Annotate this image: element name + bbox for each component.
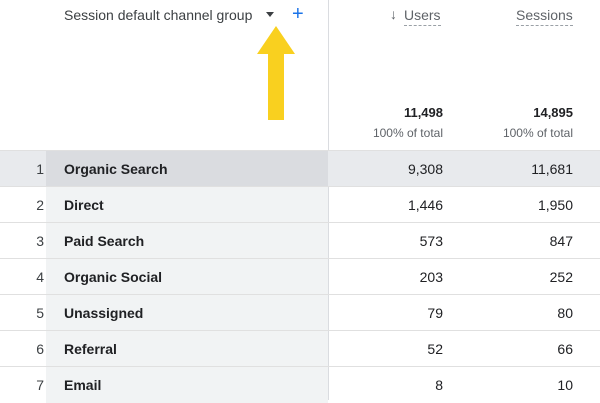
- dimension-cell: [46, 295, 328, 331]
- column-divider: [328, 0, 329, 400]
- users-value: 573: [419, 233, 443, 249]
- row-rank: 4: [36, 269, 44, 285]
- table-row[interactable]: 3 Paid Search 573 847: [0, 222, 600, 259]
- users-value: 203: [419, 269, 443, 285]
- users-total-pct: 100% of total: [372, 126, 443, 140]
- sessions-column-header[interactable]: Sessions: [516, 7, 573, 26]
- sessions-value: 1,950: [537, 197, 573, 213]
- users-value: 79: [427, 305, 443, 321]
- add-dimension-icon[interactable]: +: [292, 3, 304, 25]
- sessions-total-pct: 100% of total: [502, 126, 573, 140]
- row-rank: 1: [36, 161, 44, 177]
- row-rank: 7: [36, 377, 44, 393]
- row-rank: 6: [36, 341, 44, 357]
- row-rank: 5: [36, 305, 44, 321]
- row-rank: 2: [36, 197, 44, 213]
- table-header: Session default channel group + ↓ Users …: [0, 0, 600, 150]
- row-rank: 3: [36, 233, 44, 249]
- sessions-value: 11,681: [531, 161, 573, 177]
- users-value: 9,308: [407, 161, 443, 177]
- channel-label[interactable]: Unassigned: [64, 305, 144, 321]
- table-row[interactable]: 7 Email 8 10: [0, 366, 600, 403]
- sessions-value: 252: [549, 269, 573, 285]
- channel-label[interactable]: Paid Search: [64, 233, 145, 249]
- sort-down-icon: ↓: [390, 6, 397, 22]
- sessions-value: 80: [557, 305, 573, 321]
- dimension-header[interactable]: Session default channel group: [64, 7, 253, 23]
- sessions-value: 10: [557, 377, 573, 393]
- dimension-cell: [46, 187, 328, 223]
- yellow-arrow-icon: [257, 26, 295, 120]
- table-row[interactable]: 1 Organic Search 9,308 11,681: [0, 150, 600, 187]
- channel-label[interactable]: Organic Social: [64, 269, 163, 285]
- dimension-cell: [46, 331, 328, 367]
- table-row[interactable]: 5 Unassigned 79 80: [0, 294, 600, 331]
- dimension-cell: [46, 151, 328, 187]
- channel-label[interactable]: Email: [64, 377, 102, 393]
- users-value: 1,446: [407, 197, 443, 213]
- channel-label[interactable]: Direct: [64, 197, 104, 213]
- users-column-header[interactable]: Users: [404, 7, 441, 26]
- table-row[interactable]: 6 Referral 52 66: [0, 330, 600, 367]
- users-total: 11,498: [403, 105, 443, 120]
- channel-label[interactable]: Referral: [64, 341, 117, 357]
- channel-label[interactable]: Organic Search: [64, 161, 168, 177]
- chevron-down-icon[interactable]: [266, 12, 274, 17]
- users-value: 52: [427, 341, 443, 357]
- users-value: 8: [435, 377, 443, 393]
- dimension-cell: [46, 223, 328, 259]
- dimension-cell: [46, 367, 328, 403]
- table-row[interactable]: 2 Direct 1,446 1,950: [0, 186, 600, 223]
- dimension-cell: [46, 259, 328, 295]
- sessions-value: 847: [549, 233, 573, 249]
- table-row[interactable]: 4 Organic Social 203 252: [0, 258, 600, 295]
- sessions-total: 14,895: [533, 105, 573, 120]
- sessions-value: 66: [557, 341, 573, 357]
